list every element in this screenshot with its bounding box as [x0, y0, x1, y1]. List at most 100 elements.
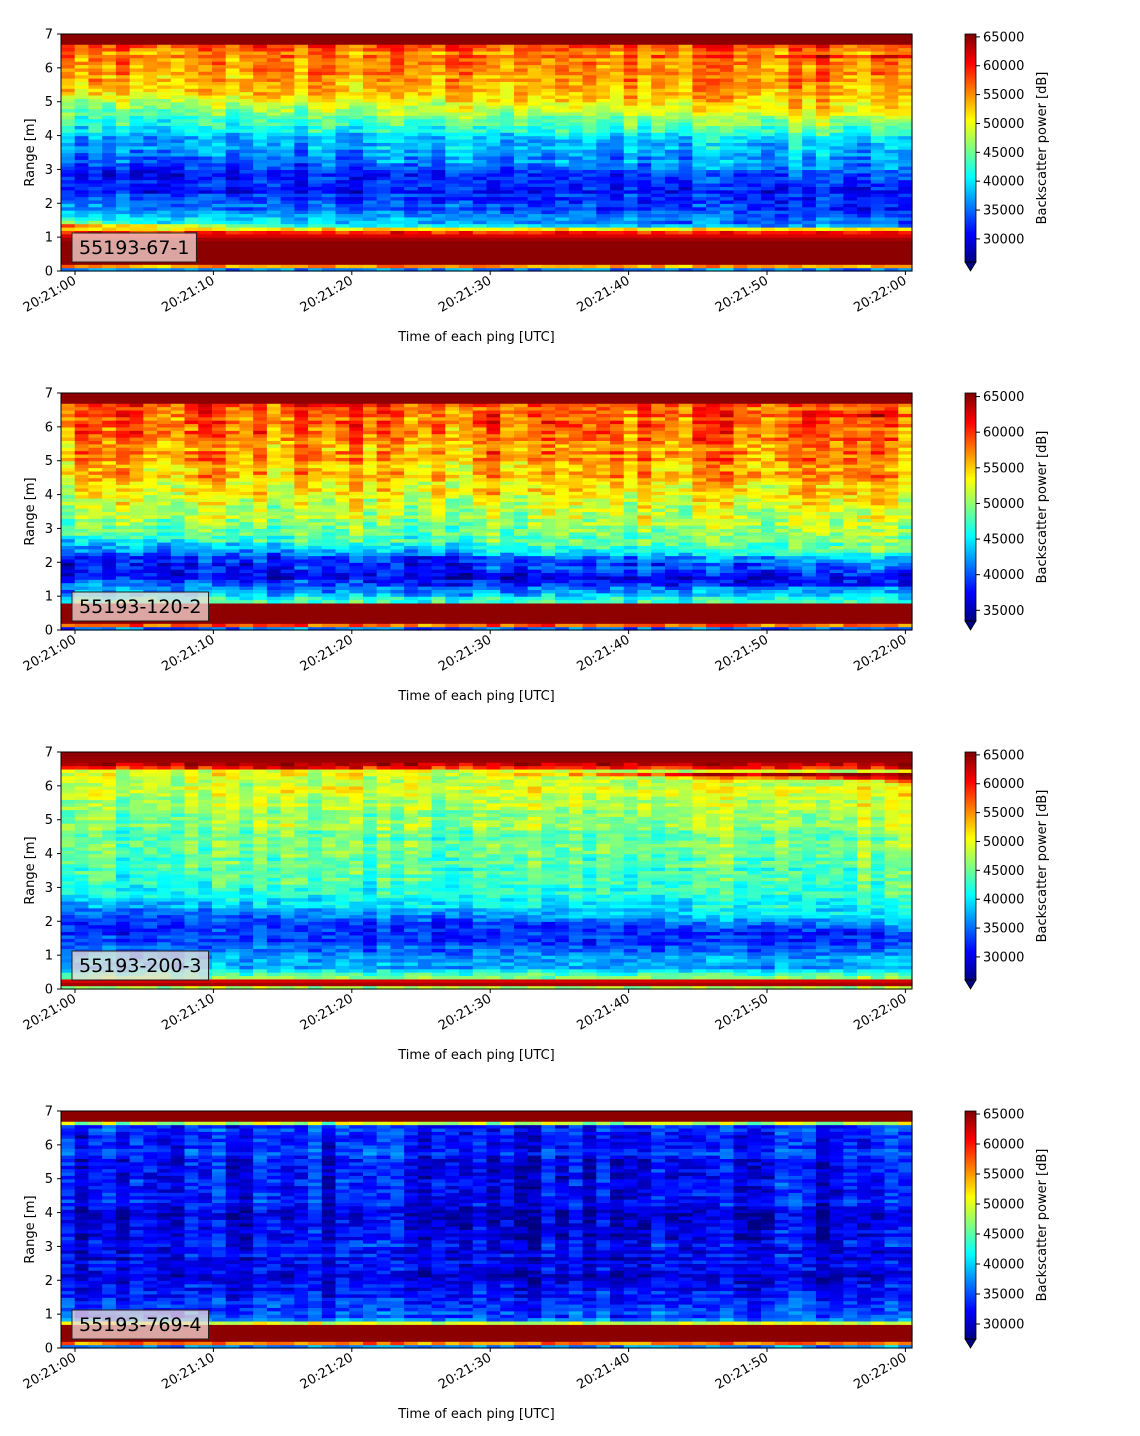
heatmap-cell: [157, 81, 172, 86]
heatmap-cell: [129, 213, 144, 218]
heatmap-cell: [596, 34, 611, 38]
heatmap-cell: [349, 47, 364, 52]
heatmap-cell: [102, 118, 117, 123]
heatmap-cell: [362, 186, 378, 191]
heatmap-cell: [459, 37, 474, 42]
heatmap-cell: [706, 78, 721, 82]
heatmap-cell: [88, 111, 103, 116]
heatmap-cell: [211, 132, 227, 137]
heatmap-cell: [170, 88, 186, 93]
heatmap-cell: [61, 125, 76, 130]
heatmap-cell: [198, 122, 213, 127]
heatmap-cell: [321, 57, 337, 62]
heatmap-cell: [706, 172, 721, 177]
heatmap-cell: [678, 64, 693, 69]
heatmap-cell: [349, 169, 364, 174]
heatmap-cell: [459, 196, 474, 201]
heatmap-cell: [266, 98, 282, 103]
heatmap-cell: [253, 138, 268, 143]
heatmap-cell: [198, 223, 213, 228]
heatmap-cell: [390, 220, 405, 225]
heatmap-cell: [102, 457, 117, 462]
heatmap-cell: [225, 142, 241, 147]
heatmap-cell: [802, 152, 817, 157]
heatmap-cell: [802, 67, 817, 72]
heatmap-cell: [815, 81, 831, 86]
heatmap-cell: [898, 203, 913, 208]
heatmap-cell: [898, 142, 913, 147]
heatmap-cell: [417, 142, 433, 147]
colorbar-segment: [965, 37, 976, 41]
heatmap-cell: [129, 44, 144, 49]
heatmap-cell: [115, 619, 131, 624]
heatmap-cell: [211, 206, 227, 211]
heatmap-cell: [541, 206, 556, 211]
heatmap-cell: [390, 44, 405, 49]
heatmap-cell: [88, 416, 103, 421]
heatmap-cell: [500, 210, 515, 215]
heatmap-cell: [362, 142, 378, 147]
heatmap-cell: [184, 44, 199, 49]
heatmap-cell: [335, 155, 350, 160]
heatmap-cell: [74, 142, 90, 147]
heatmap-cell: [129, 555, 144, 560]
heatmap-cell: [774, 233, 790, 238]
heatmap-cell: [184, 260, 199, 265]
heatmap-cell: [390, 88, 405, 93]
colorbar-frame: [964, 33, 977, 263]
heatmap-cell: [88, 403, 103, 408]
heatmap-cell: [651, 267, 666, 272]
heatmap-cell: [719, 254, 735, 259]
heatmap-cell: [747, 267, 762, 272]
heatmap-cell: [870, 54, 886, 59]
heatmap-cell: [610, 233, 625, 238]
heatmap-cell: [129, 497, 144, 502]
heatmap-cell: [774, 57, 790, 62]
heatmap-cell: [88, 538, 103, 543]
heatmap-cell: [870, 149, 886, 154]
heatmap-cell: [280, 254, 295, 259]
heatmap-cell: [239, 111, 254, 116]
heatmap-cell: [294, 223, 309, 228]
heatmap-cell: [129, 514, 144, 519]
heatmap-cell: [335, 243, 350, 248]
heatmap-cell: [870, 108, 886, 113]
heatmap-cell: [198, 152, 213, 157]
heatmap-cell: [678, 128, 693, 133]
heatmap-cell: [898, 108, 913, 113]
heatmap-cell: [102, 125, 117, 130]
heatmap-cell: [651, 57, 666, 62]
heatmap-cell: [898, 206, 913, 211]
heatmap-cell: [143, 494, 158, 499]
colorbar-segment: [965, 106, 976, 109]
heatmap-cell: [788, 71, 803, 76]
heatmap-cell: [308, 40, 323, 45]
heatmap-cell: [404, 111, 419, 116]
heatmap-cell: [664, 64, 680, 69]
heatmap-cell: [280, 237, 295, 242]
heatmap-cell: [170, 162, 186, 167]
heatmap-cell: [802, 247, 817, 252]
heatmap-cell: [651, 54, 666, 59]
heatmap-cell: [664, 243, 680, 248]
heatmap-cell: [733, 40, 748, 45]
heatmap-cell: [170, 206, 186, 211]
heatmap-cell: [459, 240, 474, 245]
heatmap-cell: [417, 94, 433, 99]
colorbar-segment: [965, 191, 976, 195]
heatmap-cell: [843, 223, 858, 228]
heatmap-cell: [88, 105, 103, 110]
colorbar-segment: [965, 256, 976, 259]
heatmap-cell: [184, 57, 199, 62]
heatmap-cell: [747, 40, 762, 45]
heatmap-cell: [61, 132, 76, 137]
heatmap-cell: [102, 447, 117, 452]
heatmap-cell: [88, 189, 103, 194]
heatmap-cell: [678, 203, 693, 208]
heatmap-cell: [719, 199, 735, 204]
heatmap-cell: [459, 91, 474, 96]
heatmap-cell: [555, 196, 570, 201]
heatmap-cell: [362, 40, 378, 45]
colorbar-segment: [965, 83, 976, 86]
heatmap-cell: [335, 44, 350, 49]
